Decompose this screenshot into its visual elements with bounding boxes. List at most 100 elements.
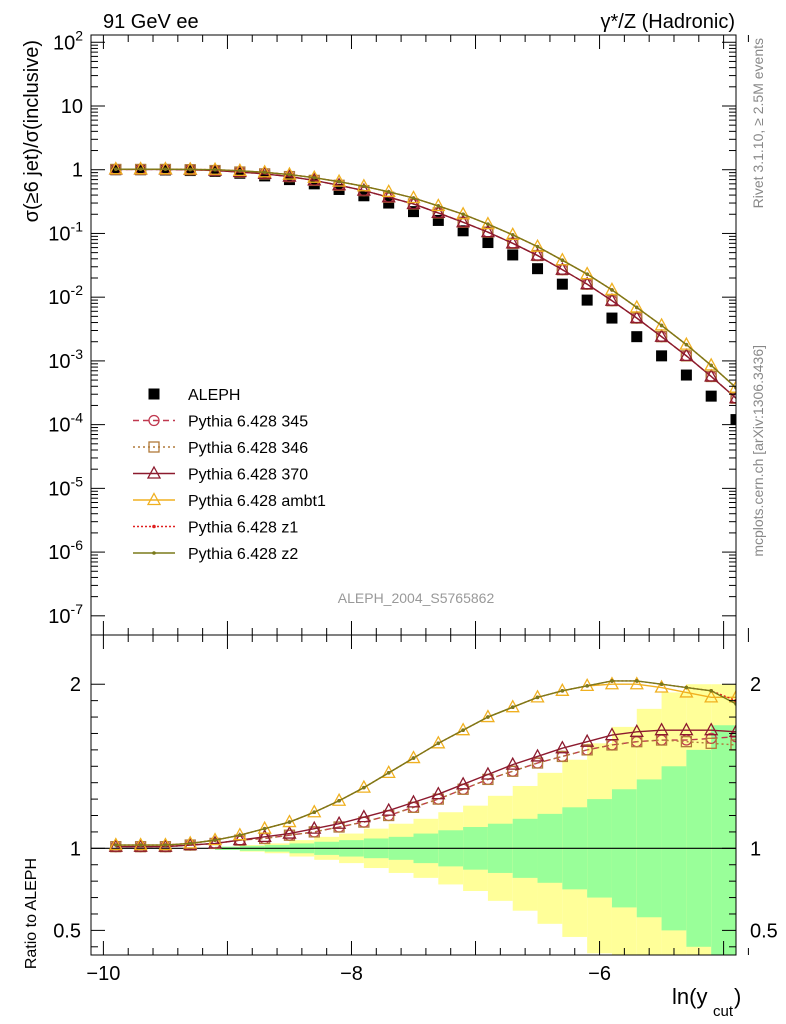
data-point xyxy=(257,164,272,178)
data-point xyxy=(480,224,496,238)
ratio-point xyxy=(510,705,515,710)
data-point xyxy=(456,214,471,228)
data-point xyxy=(133,161,148,175)
ratio-point xyxy=(634,679,639,683)
data-point xyxy=(704,368,719,382)
data-point xyxy=(461,212,465,217)
data-point xyxy=(555,261,570,275)
data-point xyxy=(631,331,643,343)
ratio-panel: 0.5 0.5 1 1 2 2 −10 −8 −6 xyxy=(53,630,786,985)
legend-label: Pythia 6.428 346 xyxy=(188,440,308,457)
ratio-point xyxy=(480,766,496,780)
legend-label: Pythia 6.428 370 xyxy=(188,467,308,484)
data-point xyxy=(213,167,217,172)
data-point xyxy=(581,294,593,306)
data-point xyxy=(232,162,247,176)
data-point xyxy=(606,312,618,324)
data-point xyxy=(362,184,366,189)
ratio-point xyxy=(781,630,786,640)
ratio-point xyxy=(781,638,786,648)
legend-entry: Pythia 6.428 ambt1 xyxy=(133,492,326,510)
ratio-point xyxy=(287,820,292,824)
ratio-point xyxy=(704,722,719,736)
legend-label: ALEPH xyxy=(188,387,240,404)
data-point xyxy=(629,299,644,313)
data-point xyxy=(679,347,694,362)
ratio-point xyxy=(705,737,717,749)
ratio-point xyxy=(331,815,347,829)
ratio-point xyxy=(213,838,217,842)
data-point xyxy=(386,190,391,194)
ratio-point xyxy=(362,785,366,790)
ratio-series-pythia-6-428-370 xyxy=(108,701,767,852)
ratio-point xyxy=(530,748,545,762)
ratio-point xyxy=(312,810,317,815)
data-point xyxy=(234,167,246,179)
ratio-point xyxy=(730,739,736,751)
data-point xyxy=(781,454,786,464)
data-point xyxy=(158,161,173,175)
data-point xyxy=(704,357,719,371)
data-point xyxy=(108,161,123,175)
ratio-point xyxy=(610,679,614,683)
ratio-point xyxy=(535,695,540,700)
legend-marker xyxy=(148,388,160,400)
data-point xyxy=(510,233,515,237)
ratio-point xyxy=(386,771,391,775)
main-y-tick-label: 10-6 xyxy=(48,537,83,564)
data-point xyxy=(432,214,444,226)
main-y-tick-label: 10-5 xyxy=(48,473,83,500)
legend-marker xyxy=(146,465,162,479)
data-point xyxy=(262,170,267,175)
data-point xyxy=(730,392,736,404)
data-point xyxy=(312,175,317,180)
ratio-y-tick-label: 1 xyxy=(70,838,81,860)
data-point xyxy=(411,196,416,200)
ratio-point xyxy=(580,733,595,747)
data-point xyxy=(356,182,371,196)
ratio-point xyxy=(207,835,223,849)
series-line xyxy=(115,168,736,389)
ratio-point xyxy=(505,756,520,770)
data-point xyxy=(507,249,519,261)
ratio-y-tick-label-right: 1 xyxy=(750,838,761,860)
data-point xyxy=(183,161,198,175)
data-point xyxy=(207,161,223,175)
ratio-point xyxy=(679,722,694,736)
ratio-point xyxy=(307,820,322,834)
ratio-point xyxy=(585,684,589,688)
legend-label: Pythia 6.428 ambt1 xyxy=(188,493,326,510)
svg-text:): ) xyxy=(734,984,741,1009)
data-point xyxy=(530,247,545,261)
ratio-point xyxy=(138,843,143,847)
ratio-point xyxy=(581,744,593,756)
legend-entry: Pythia 6.428 346 xyxy=(133,440,308,457)
ratio-point xyxy=(755,701,767,712)
legend-marker xyxy=(152,551,156,555)
ratio-point xyxy=(282,825,297,839)
ratio-point xyxy=(108,837,123,851)
legend-marker xyxy=(146,492,162,506)
ratio-point xyxy=(531,757,544,769)
ratio-y-tick-label: 2 xyxy=(70,674,81,696)
main-y-tick-label: 10-7 xyxy=(48,601,83,628)
ratio-point xyxy=(356,809,371,823)
main-y-tick-label: 10-1 xyxy=(48,218,83,245)
data-point xyxy=(679,336,694,350)
data-point xyxy=(781,454,786,464)
data-point xyxy=(188,167,193,172)
ratio-point xyxy=(163,843,168,847)
x-tick-label: −10 xyxy=(86,963,120,985)
data-point xyxy=(654,328,669,342)
ratio-y-tick-label-right: 2 xyxy=(750,674,761,696)
main-y-tick-label: 10-4 xyxy=(48,410,83,437)
data-point xyxy=(486,222,490,226)
ratio-point xyxy=(560,688,565,693)
ratio-ylabel: Ratio to ALEPH xyxy=(23,858,40,969)
ratio-point xyxy=(728,723,736,737)
data-point xyxy=(780,452,786,463)
data-point xyxy=(505,235,520,249)
ratio-point xyxy=(188,841,193,846)
svg-text:ln(y: ln(y xyxy=(672,984,707,1009)
data-point xyxy=(659,323,664,328)
